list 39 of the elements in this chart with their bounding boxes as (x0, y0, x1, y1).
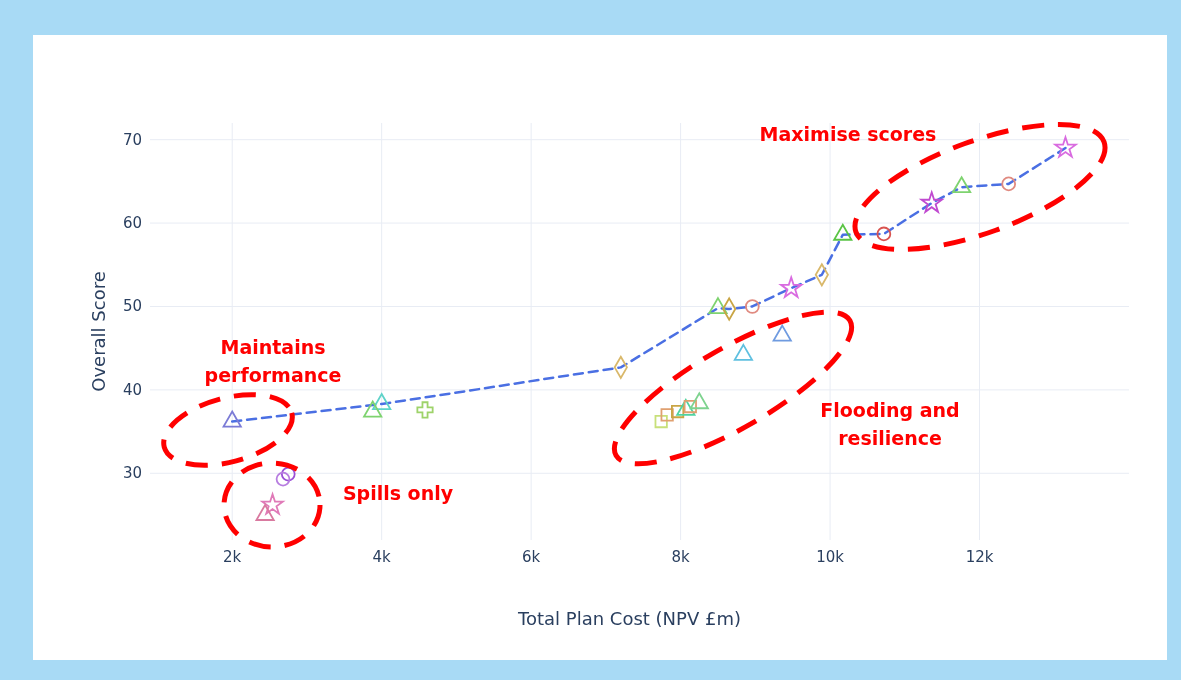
x-tick-label: 12k (965, 548, 994, 566)
point (261, 493, 284, 515)
y-tick-label: 50 (122, 297, 142, 316)
point (780, 276, 803, 298)
point (689, 392, 709, 410)
y-axis-title: Overall Score (88, 271, 109, 392)
y-tick-label: 70 (122, 130, 142, 149)
y-tick-label: 40 (122, 380, 142, 399)
annotation: Flooding and resilience (820, 399, 960, 449)
point (660, 408, 674, 422)
point (833, 223, 853, 241)
point (745, 299, 760, 314)
point (708, 297, 728, 315)
point (363, 400, 383, 418)
point (372, 393, 392, 410)
point (654, 414, 668, 429)
point (1054, 136, 1077, 158)
annotation: Maintains performance (204, 336, 342, 386)
point (1001, 176, 1017, 192)
x-axis-title: Total Plan Cost (NPV £m) (517, 608, 741, 629)
point (952, 176, 972, 194)
x-tick-label: 8k (671, 548, 691, 566)
point (676, 398, 696, 416)
y-tick-label: 30 (122, 464, 142, 483)
point (280, 466, 296, 482)
x-tick-label: 6k (522, 548, 541, 566)
point (275, 471, 291, 487)
x-tick-label: 4k (372, 548, 392, 566)
point (876, 226, 892, 242)
point (733, 343, 753, 361)
point (416, 401, 434, 419)
y-tick-label: 60 (122, 214, 142, 233)
x-tick-label: 10k (816, 548, 845, 566)
point (772, 324, 792, 342)
annotation: Spills only (342, 482, 454, 504)
annotation: Maximise scores (759, 123, 937, 145)
point (920, 191, 943, 213)
point (222, 410, 242, 428)
x-tick-label: 2k (223, 548, 242, 566)
